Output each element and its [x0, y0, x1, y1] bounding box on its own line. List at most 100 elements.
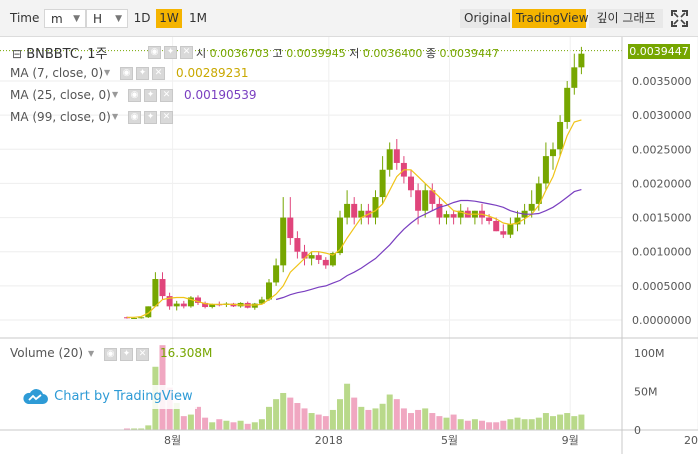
- volume-label: Volume (20): [10, 346, 84, 360]
- ohlc-readout: 시 0.0036703 고 0.0039945 저 0.0036400 종 0.…: [196, 45, 499, 61]
- minute-interval-select[interactable]: m ▼: [44, 9, 86, 28]
- candle-body: [301, 251, 308, 259]
- candle-body: [450, 214, 457, 218]
- candle-body: [535, 183, 542, 204]
- chevron-down-icon[interactable]: ▼: [112, 90, 119, 99]
- tradingview-badge[interactable]: Chart by TradingView: [20, 385, 197, 409]
- depth-chart-button[interactable]: 깊이 그래프: [589, 9, 663, 28]
- ma7-value: 0.00289231: [176, 66, 249, 80]
- symbol-title-text: BNBBTC, 1주: [26, 47, 108, 62]
- close-icon[interactable]: ✕: [160, 89, 173, 102]
- eye-icon[interactable]: ◉: [128, 89, 141, 102]
- volume-bar: [578, 414, 585, 430]
- volume-bar: [408, 413, 414, 430]
- volume-bar: [237, 420, 244, 430]
- close-label: 종: [425, 47, 436, 60]
- interval-1m-button[interactable]: 1M: [189, 11, 207, 25]
- volume-bar: [479, 420, 485, 430]
- candle-body: [578, 53, 585, 68]
- price-tick-label: 0.0010000: [632, 246, 692, 259]
- price-chart[interactable]: 0.0035000 0.0030000 0.0025000 0.0020000 0.00…: [0, 37, 698, 454]
- candle-body: [287, 217, 294, 239]
- open-value: 0.0036703: [209, 47, 270, 60]
- candle-body: [571, 67, 578, 88]
- candle-body: [564, 87, 571, 122]
- gear-icon[interactable]: ✦: [164, 46, 177, 59]
- candle-body: [429, 190, 436, 204]
- candle-body: [415, 190, 422, 211]
- chevron-down-icon[interactable]: ▼: [88, 349, 95, 358]
- candle-body: [145, 306, 152, 318]
- close-icon[interactable]: ✕: [160, 111, 173, 124]
- candle-body: [173, 303, 180, 307]
- chevron-down-icon[interactable]: ▼: [104, 68, 111, 77]
- price-tick-label: 0.0020000: [632, 177, 692, 190]
- axes: 0.0035000 0.0030000 0.0025000 0.0020000 0.00…: [0, 37, 698, 454]
- volume-bar: [173, 403, 180, 430]
- time-tick-label: 9월: [562, 434, 579, 447]
- candle-body: [280, 217, 287, 266]
- volume-bar: [571, 416, 578, 430]
- ma25-line: [275, 189, 582, 301]
- volume-bar: [287, 397, 294, 430]
- interval-1w-button[interactable]: 1W: [156, 9, 182, 28]
- gear-icon[interactable]: ✦: [120, 348, 133, 361]
- price-tick-label: 0.0030000: [632, 109, 692, 122]
- candle-body: [131, 317, 138, 319]
- volume-bar: [450, 414, 457, 430]
- volume-bar: [358, 406, 365, 430]
- eye-icon[interactable]: ◉: [128, 111, 141, 124]
- low-value: 0.0036400: [362, 47, 423, 60]
- volume-bar: [251, 422, 258, 430]
- volume-bar: [493, 422, 500, 430]
- eye-icon[interactable]: ◉: [120, 67, 133, 80]
- volume-bar: [379, 403, 386, 430]
- volume-bar: [507, 419, 514, 430]
- volume-bar: [308, 413, 315, 430]
- gear-icon[interactable]: ✦: [144, 89, 157, 102]
- volume-bar: [393, 399, 400, 430]
- volume-bar: [223, 420, 230, 430]
- volume-bar: [528, 419, 535, 430]
- candle-body: [379, 169, 386, 198]
- volume-bar: [351, 397, 358, 430]
- candle-body: [443, 214, 450, 218]
- hour-interval-value: H: [93, 12, 103, 26]
- tradingview-view-button[interactable]: TradingView: [512, 9, 589, 28]
- candle-body: [351, 203, 358, 218]
- volume-bar: [557, 414, 564, 430]
- interval-1d-button[interactable]: 1D: [133, 11, 151, 25]
- candle-body: [195, 297, 201, 303]
- eye-icon[interactable]: ◉: [104, 348, 117, 361]
- volume-bar: [258, 419, 265, 430]
- gear-icon[interactable]: ✦: [144, 111, 157, 124]
- original-view-button[interactable]: Original: [460, 9, 511, 28]
- volume-bar: [457, 419, 464, 430]
- candle-body: [486, 217, 493, 221]
- close-icon[interactable]: ✕: [136, 348, 149, 361]
- eye-icon[interactable]: ◉: [148, 46, 161, 59]
- time-tick-label: 2018: [315, 434, 343, 447]
- close-icon[interactable]: ✕: [180, 46, 193, 59]
- chevron-down-icon[interactable]: ▼: [112, 112, 119, 121]
- collapse-icon[interactable]: ⊟: [12, 47, 23, 61]
- volume-bar: [216, 419, 223, 430]
- price-tick-label: 0.0015000: [632, 212, 692, 225]
- candle-body: [422, 190, 429, 211]
- low-label: 저: [349, 47, 360, 60]
- candle-body: [557, 121, 564, 150]
- volume-bar: [180, 416, 187, 430]
- volume-bar: [429, 413, 436, 430]
- volume-bar: [344, 383, 351, 430]
- minute-interval-value: m: [51, 12, 63, 26]
- hour-interval-select[interactable]: H ▼: [86, 9, 128, 28]
- candle-body: [358, 210, 365, 218]
- chevron-down-icon: ▼: [73, 14, 80, 24]
- volume-bar: [443, 417, 450, 430]
- volume-bar: [145, 425, 152, 430]
- volume-bar: [535, 417, 542, 430]
- fullscreen-icon[interactable]: [671, 10, 688, 27]
- gear-icon[interactable]: ✦: [136, 67, 149, 80]
- close-icon[interactable]: ✕: [152, 67, 165, 80]
- ma7-label: MA (7, close, 0): [10, 66, 104, 80]
